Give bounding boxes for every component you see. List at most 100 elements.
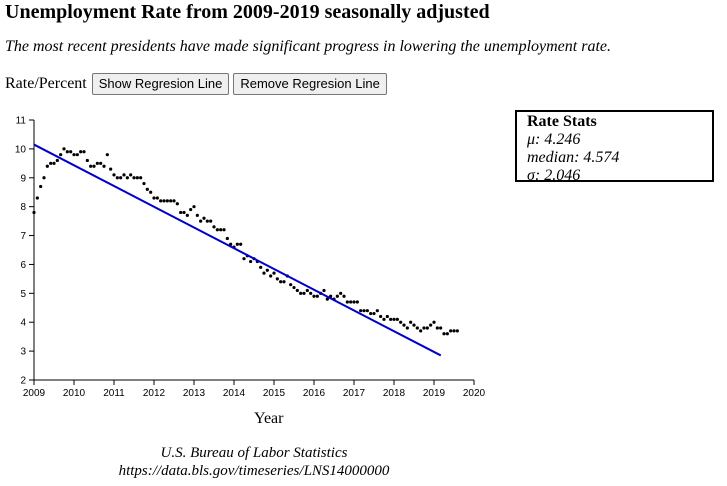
data-point xyxy=(202,216,206,220)
data-point xyxy=(259,265,263,269)
data-point xyxy=(155,196,159,200)
data-point xyxy=(215,228,219,232)
data-point xyxy=(119,176,123,180)
data-point xyxy=(69,150,73,154)
data-point xyxy=(162,199,166,203)
data-point xyxy=(372,311,376,316)
data-point xyxy=(222,228,226,232)
data-point xyxy=(65,150,69,154)
data-point xyxy=(182,210,186,215)
data-point xyxy=(342,294,346,298)
y-tick-label: 3 xyxy=(20,347,26,358)
data-point xyxy=(125,176,129,180)
x-tick-label: 2016 xyxy=(303,388,326,399)
data-point xyxy=(432,320,436,324)
x-tick-label: 2012 xyxy=(143,388,166,399)
data-point xyxy=(289,283,293,287)
x-tick-label: 2015 xyxy=(263,388,286,399)
data-point xyxy=(269,274,273,278)
plot-layer: 2 3 4 5 6 7 8 9 10 11 2009 2010 2011 2012 2013 2014 2015… xyxy=(15,116,486,400)
data-point xyxy=(95,161,99,165)
data-point xyxy=(165,199,169,203)
data-point xyxy=(405,326,409,330)
data-point xyxy=(425,326,429,330)
rate-stats-heading: Rate Stats xyxy=(527,113,597,130)
y-tick-label: 7 xyxy=(20,231,26,242)
remove-regression-button[interactable]: Remove Regresion Line xyxy=(233,72,387,95)
data-point xyxy=(62,147,66,151)
data-point xyxy=(45,164,49,168)
y-tick-label: 5 xyxy=(20,289,26,300)
data-point xyxy=(272,271,276,275)
show-regression-button[interactable]: Show Regresion Line xyxy=(91,72,230,95)
data-point xyxy=(419,329,423,333)
data-point xyxy=(209,219,213,223)
rate-percent-label: Rate/Percent xyxy=(5,74,87,92)
data-point xyxy=(82,150,86,154)
data-point xyxy=(282,280,286,284)
data-point xyxy=(275,277,279,281)
rate-stats-median: median: 4.574 xyxy=(527,149,620,166)
data-point xyxy=(412,323,416,327)
data-point xyxy=(402,323,406,327)
data-point xyxy=(102,164,106,168)
controls-bar: Rate/Percent Show Regresion Line Remove … xyxy=(5,72,387,95)
data-point xyxy=(219,228,223,232)
data-point xyxy=(225,236,229,241)
data-point xyxy=(35,196,39,200)
data-point xyxy=(85,158,89,163)
data-point xyxy=(382,317,386,321)
data-point xyxy=(392,317,396,321)
data-point xyxy=(369,311,373,316)
data-point xyxy=(449,329,453,333)
data-point xyxy=(299,291,303,295)
data-point xyxy=(159,199,163,203)
data-source: U.S. Bureau of Labor Statistics https://… xyxy=(0,444,508,480)
data-point xyxy=(315,294,319,298)
data-point xyxy=(349,300,353,304)
x-tick-label: 2014 xyxy=(223,388,246,399)
data-point xyxy=(305,288,309,293)
data-point xyxy=(139,176,143,180)
data-point xyxy=(375,309,379,313)
data-point xyxy=(379,314,383,319)
data-point xyxy=(399,320,403,324)
rate-stats-sd: σ: 2.046 xyxy=(527,167,581,184)
data-point xyxy=(442,332,446,336)
y-tick-label: 9 xyxy=(20,173,26,184)
y-tick-label: 11 xyxy=(16,116,27,127)
x-tick-label: 2011 xyxy=(103,388,125,399)
data-point xyxy=(385,314,389,319)
data-point xyxy=(452,329,456,333)
data-point xyxy=(195,213,199,217)
data-point xyxy=(239,242,243,246)
data-point xyxy=(325,297,329,301)
data-point xyxy=(355,300,359,304)
data-point xyxy=(335,294,339,298)
data-point xyxy=(32,210,36,215)
y-tick-label: 10 xyxy=(15,144,27,155)
data-point xyxy=(359,309,363,313)
x-tick-label: 2018 xyxy=(383,388,406,399)
data-point xyxy=(409,320,413,324)
data-point xyxy=(312,294,316,298)
data-point xyxy=(345,300,349,304)
source-name: U.S. Bureau of Labor Statistics xyxy=(160,445,348,461)
data-point xyxy=(112,173,116,177)
data-point xyxy=(175,202,179,206)
data-point xyxy=(439,326,443,330)
data-point xyxy=(145,187,149,191)
data-point xyxy=(212,225,216,229)
data-point xyxy=(205,219,209,223)
x-tick-label: 2010 xyxy=(63,388,86,399)
data-point xyxy=(322,288,326,293)
chart-title: Unemployment Rate from 2009-2019 seasona… xyxy=(5,1,490,23)
data-point xyxy=(352,300,356,304)
data-point xyxy=(185,213,189,217)
data-point xyxy=(389,317,393,321)
data-point xyxy=(395,317,399,321)
unemployment-scatter-plot: 2 3 4 5 6 7 8 9 10 11 2009 2010 2011 2012 2013 2014 2015… xyxy=(15,116,486,400)
data-point xyxy=(42,176,46,180)
x-tick-label: 2009 xyxy=(23,388,46,399)
x-tick-label: 2020 xyxy=(463,388,486,399)
